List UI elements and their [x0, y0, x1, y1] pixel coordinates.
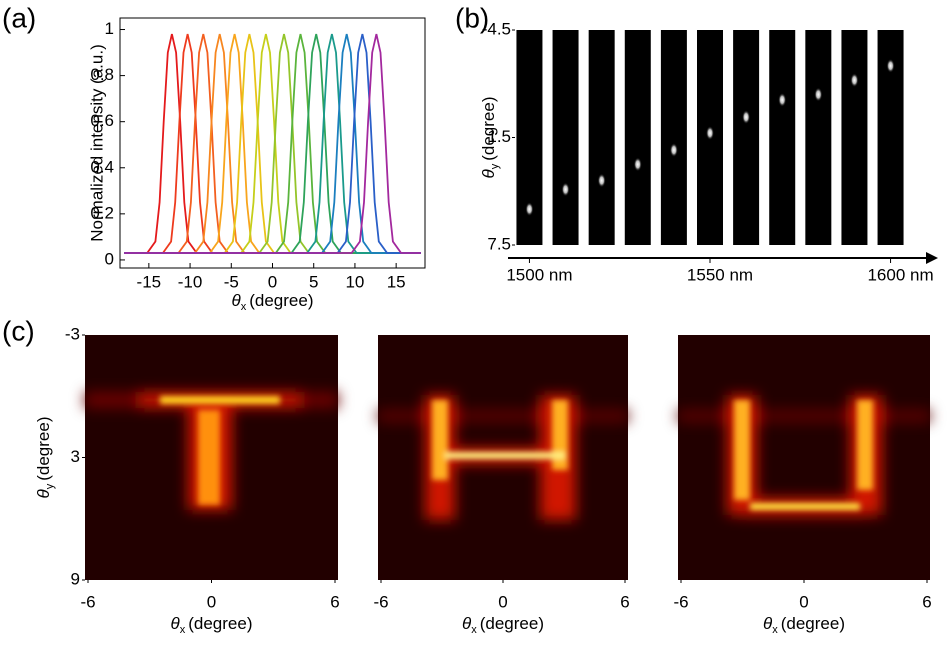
- series-line: [124, 33, 421, 254]
- axis-unit: (degree): [249, 291, 313, 310]
- heatmap-core: [160, 396, 873, 510]
- x-tick-label: -6: [373, 592, 388, 611]
- spot: [525, 202, 534, 217]
- axis-symbol: θ: [171, 614, 181, 633]
- x-tick-label: -5: [224, 272, 239, 291]
- panel-label: (b): [455, 2, 489, 33]
- y-tick-label: 3: [71, 447, 80, 466]
- y-tick-label: 1: [105, 19, 114, 38]
- x-tick-label: -15: [137, 272, 162, 291]
- series-line: [124, 33, 421, 254]
- image-strip: [841, 30, 868, 245]
- axis-label: θx (degree): [462, 614, 544, 635]
- y-tick-label: 9: [71, 569, 80, 588]
- spot: [886, 58, 895, 73]
- series-line: [124, 33, 421, 254]
- y-tick-label: 0.2: [90, 203, 114, 222]
- axis-unit: (degree): [479, 97, 498, 161]
- x-tick-label: 6: [330, 592, 339, 611]
- axis-subscript: x: [180, 624, 186, 636]
- axis-label: θx (degree): [171, 614, 253, 635]
- image-strip: [552, 30, 579, 245]
- series-line: [124, 33, 421, 254]
- x-tick-label: 1600 nm: [867, 265, 933, 284]
- y-tick-label: 1.5: [487, 127, 511, 146]
- axis-unit: (degree): [34, 417, 53, 481]
- image-strip: [660, 30, 687, 245]
- x-tick-label: 0: [799, 592, 808, 611]
- axis-symbol: θ: [763, 614, 773, 633]
- spot: [814, 87, 823, 102]
- axis-symbol: θ: [479, 169, 498, 179]
- axis-label: θx (degree): [232, 291, 314, 312]
- image-strip: [805, 30, 832, 245]
- y-tick-label: 0: [105, 249, 114, 268]
- image-strip: [733, 30, 760, 245]
- axis-subscript: y: [44, 483, 56, 489]
- x-tick-label: 0: [498, 592, 507, 611]
- x-tick-label: 10: [345, 272, 364, 291]
- series-line: [124, 33, 421, 254]
- x-tick-label: 6: [922, 592, 931, 611]
- panel-a: (a) -15 -10 -5 0 5 10 15 0 0.2 0.4 0.6 0.8 1 Normalize…: [2, 2, 426, 313]
- axis-symbol: θ: [34, 489, 53, 499]
- axis-unit: (degree): [188, 614, 252, 633]
- y-tick-label: -3: [65, 324, 80, 343]
- panel-label: (c): [2, 315, 35, 346]
- x-tick-label: -6: [673, 592, 688, 611]
- image-strip: [624, 30, 651, 245]
- axis-unit: (degree): [781, 614, 845, 633]
- y-tick-label: -4.5: [482, 19, 511, 38]
- axis-subscript: x: [471, 624, 477, 636]
- axis-subscript: y: [489, 163, 501, 169]
- x-tick-label: 1500 nm: [506, 265, 572, 284]
- spot: [778, 92, 787, 107]
- axis-subscript: x: [772, 624, 778, 636]
- series-line: [124, 33, 421, 254]
- panel-label: (a): [2, 2, 36, 33]
- axis-unit: (degree): [480, 614, 544, 633]
- axis-symbol: θ: [462, 614, 472, 633]
- series-line: [124, 33, 421, 254]
- spot: [669, 143, 678, 158]
- spot: [850, 73, 859, 88]
- y-axis-label: Normalized intensity (a.u.): [87, 44, 106, 241]
- y-tick-label: 0.4: [90, 157, 114, 176]
- axis-label: θx (degree): [763, 614, 845, 635]
- y-tick-label: 0.8: [90, 65, 114, 84]
- image-strip: [769, 30, 796, 245]
- series-line: [124, 33, 421, 254]
- series-line: [124, 33, 421, 254]
- spot: [706, 126, 714, 141]
- spot: [742, 110, 751, 125]
- image-strip: [588, 30, 615, 245]
- plot-frame: [119, 17, 426, 269]
- x-tick-label: 1550 nm: [687, 265, 753, 284]
- spot: [561, 182, 570, 197]
- y-tick-label: 7.5: [487, 234, 511, 253]
- series-line: [124, 33, 421, 254]
- axis-symbol: θ: [232, 291, 242, 310]
- axis-label: θy (degree): [34, 417, 55, 499]
- y-tick-label: 0.6: [90, 111, 114, 130]
- x-tick-label: 5: [309, 272, 318, 291]
- arrow-head: [926, 252, 938, 264]
- spot: [597, 173, 606, 188]
- panel-b: (b)-4.5 1.5 7.5 1500 nm 1550 nm 1600 nm θy (deg…: [455, 2, 938, 284]
- heatmap-bg: [678, 335, 930, 580]
- axis-subscript: x: [241, 301, 247, 313]
- x-tick-label: 0: [207, 592, 216, 611]
- spot: [633, 157, 642, 172]
- series-line: [124, 33, 421, 254]
- x-tick-label: 6: [620, 592, 629, 611]
- x-tick-label: 0: [268, 272, 277, 291]
- series-line: [124, 33, 421, 254]
- x-tick-label: -6: [80, 592, 95, 611]
- axis-label: θy (degree): [479, 97, 500, 179]
- x-tick-label: -10: [178, 272, 203, 291]
- x-tick-label: 15: [387, 272, 406, 291]
